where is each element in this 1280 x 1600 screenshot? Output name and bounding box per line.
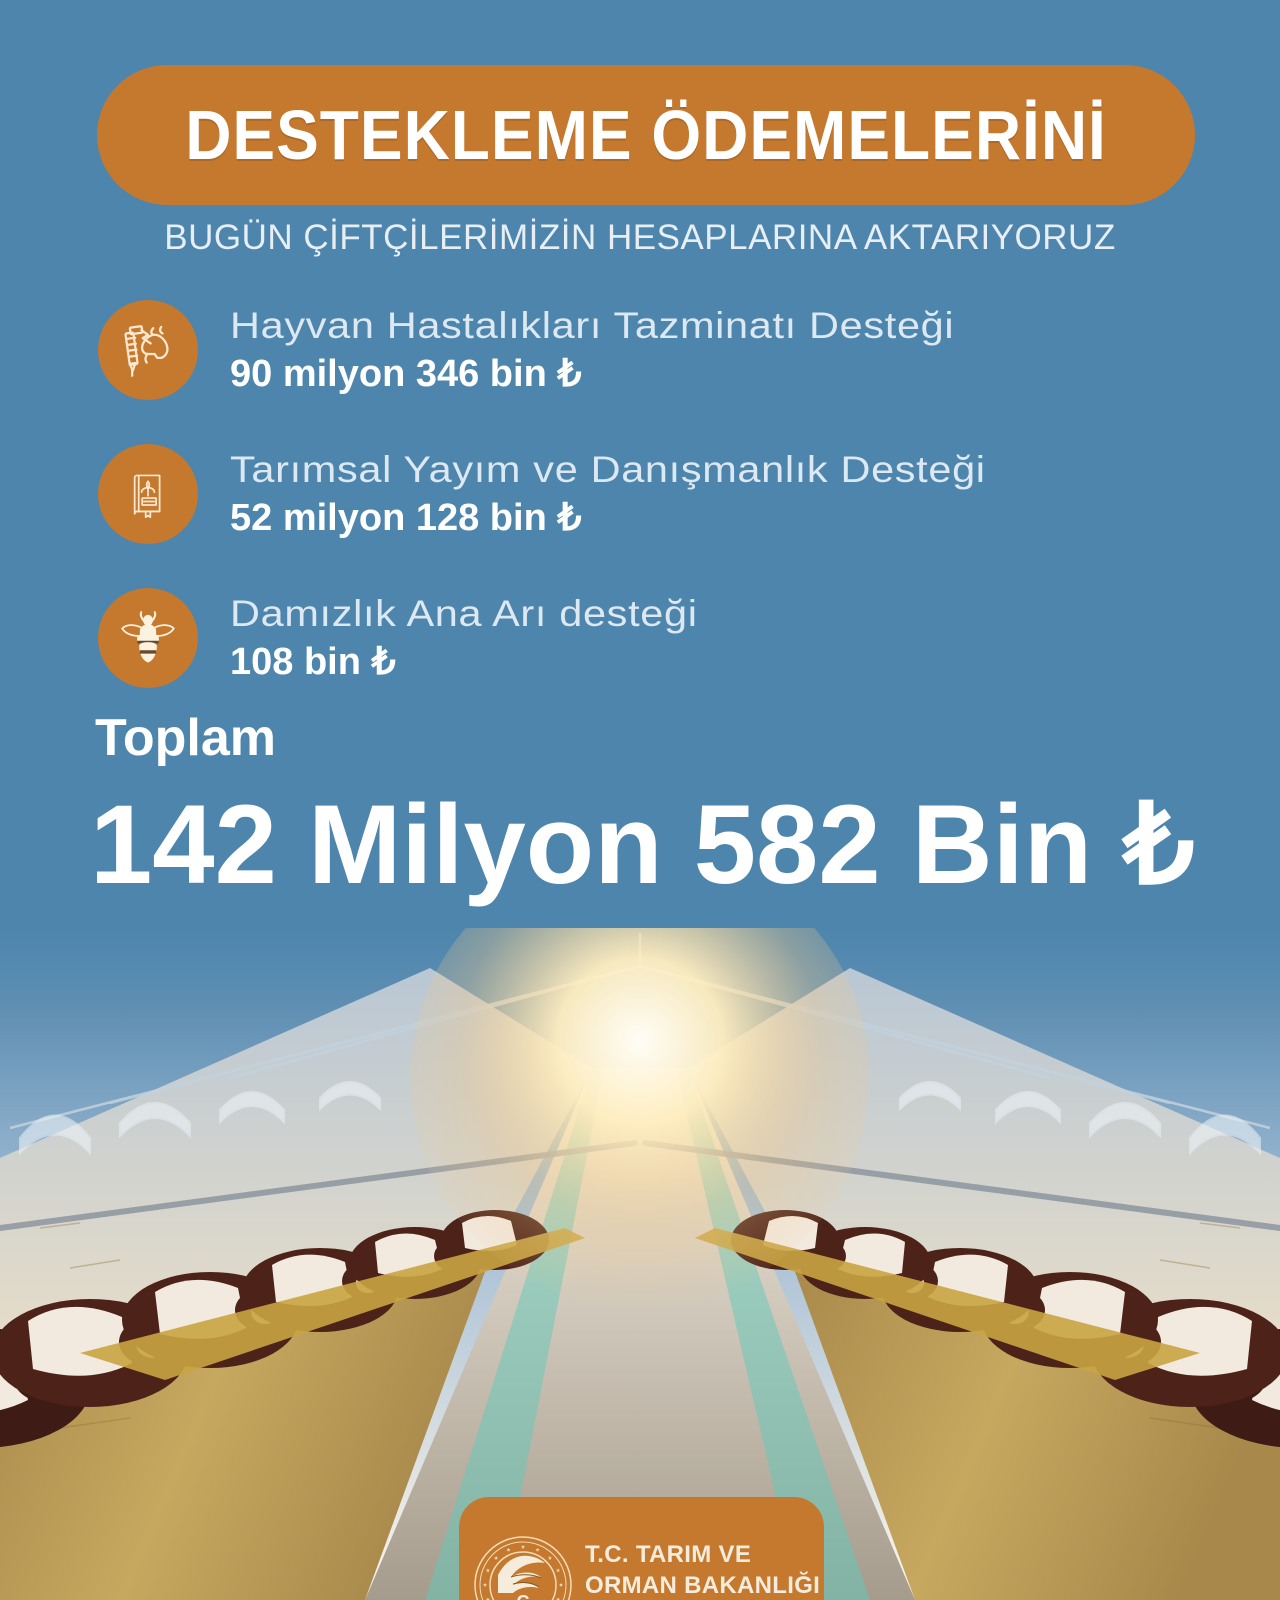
svg-text:C: C (517, 1592, 530, 1600)
